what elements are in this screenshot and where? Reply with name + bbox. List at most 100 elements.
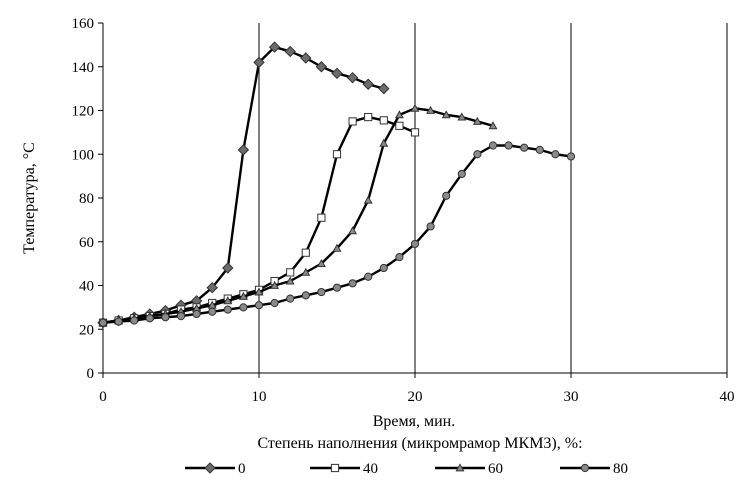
data-point-0 (378, 82, 390, 95)
data-point-40 (301, 248, 310, 257)
y-tick-label: 100 (72, 147, 95, 163)
legend-label: 60 (488, 461, 503, 477)
x-axis-title: Время, мин. (373, 413, 456, 430)
y-tick-label: 120 (72, 104, 95, 120)
legend-items: 0 40 60 80 (185, 461, 628, 477)
tick-labels: 0 20 40 60 80 100 120 140 160 0 10 20 30 40 (72, 16, 735, 405)
data-point-60 (254, 287, 264, 296)
y-tick-label: 140 (72, 60, 95, 76)
data-point-80 (270, 298, 279, 308)
x-tick-label: 0 (99, 389, 107, 405)
data-point-0 (253, 56, 265, 69)
data-point-60 (426, 105, 436, 114)
data-point-0 (346, 71, 359, 84)
data-point-80 (535, 145, 544, 154)
data-point-80 (566, 152, 576, 161)
data-point-80 (98, 318, 108, 327)
data-point-80 (192, 309, 201, 319)
data-point-80 (254, 301, 264, 310)
legend-marker (455, 463, 465, 472)
legend-label: 40 (363, 461, 378, 477)
x-tick-label: 30 (564, 389, 579, 405)
y-tick-label: 20 (79, 322, 94, 338)
y-tick-label: 160 (72, 16, 95, 32)
data-point-80 (317, 287, 326, 297)
legend-marker (580, 463, 590, 473)
legend: Степень наполнения (микромрамор МКМ3), %… (185, 435, 628, 477)
data-point-80 (301, 291, 310, 300)
data-point-80 (442, 191, 451, 200)
data-point-40 (395, 121, 404, 130)
data-point-80 (488, 141, 498, 150)
y-tick-label: 40 (79, 279, 94, 295)
data-point-60 (316, 258, 326, 268)
data-point-80 (551, 150, 560, 159)
data-point-80 (457, 169, 466, 179)
data-point-60 (472, 116, 482, 125)
series-line-80 (102, 144, 572, 324)
data-point-40 (286, 268, 295, 277)
data-point-60 (285, 276, 295, 285)
data-point-0 (331, 67, 343, 80)
legend-marker (204, 462, 216, 474)
x-tick-label: 20 (408, 389, 423, 405)
data-point-0 (300, 52, 312, 64)
data-point-80 (364, 272, 373, 281)
data-point-0 (362, 78, 374, 90)
data-point-40 (364, 112, 373, 122)
data-point-60 (238, 291, 248, 300)
data-point-80 (520, 143, 529, 152)
data-point-0 (222, 262, 234, 274)
grid (258, 23, 728, 373)
data-point-80 (176, 312, 186, 321)
legend-item-40: 40 (310, 461, 378, 477)
y-tick-label: 80 (79, 191, 94, 207)
data-point-40 (348, 117, 357, 126)
data-point-60 (348, 226, 358, 235)
y-axis-title: Температура, °С (21, 142, 38, 254)
legend-item-60: 60 (435, 461, 503, 477)
data-point-80 (286, 294, 295, 303)
data-point-80 (332, 283, 342, 292)
data-point-80 (223, 305, 232, 314)
data-point-80 (426, 222, 435, 231)
y-tick-label: 0 (87, 366, 95, 382)
series-80 (98, 141, 576, 327)
data-point-40 (410, 128, 420, 137)
data-point-0 (237, 144, 250, 156)
data-point-60 (363, 195, 373, 204)
legend-label: 0 (238, 461, 246, 477)
data-point-60 (457, 112, 467, 121)
data-point-40 (332, 150, 342, 159)
data-point-80 (504, 141, 513, 150)
x-tick-label: 40 (720, 389, 735, 405)
data-point-80 (348, 279, 357, 288)
data-point-60 (410, 103, 420, 112)
data-point-80 (130, 316, 139, 325)
y-tick-label: 60 (79, 235, 94, 251)
data-point-0 (284, 45, 296, 58)
series-line-60 (102, 107, 494, 324)
data-point-60 (332, 243, 342, 252)
data-point-60 (394, 110, 404, 119)
legend-marker (330, 463, 340, 473)
data-point-80 (161, 313, 170, 322)
data-point-80 (395, 252, 404, 262)
axes (98, 22, 728, 378)
series-line-0 (102, 45, 385, 324)
data-point-80 (473, 150, 482, 159)
data-point-80 (239, 303, 248, 312)
legend-item-80: 80 (560, 461, 628, 477)
data-point-60 (223, 296, 233, 305)
data-point-0 (315, 61, 328, 73)
x-tick-label: 10 (252, 389, 267, 405)
data-point-80 (410, 239, 420, 249)
legend-item-0: 0 (185, 461, 246, 477)
data-point-60 (441, 110, 451, 119)
data-point-0 (268, 41, 281, 53)
data-point-60 (379, 138, 389, 147)
data-point-60 (270, 280, 280, 289)
data-point-60 (301, 267, 311, 276)
legend-title: Степень наполнения (микромрамор МКМ3), %… (257, 435, 582, 452)
